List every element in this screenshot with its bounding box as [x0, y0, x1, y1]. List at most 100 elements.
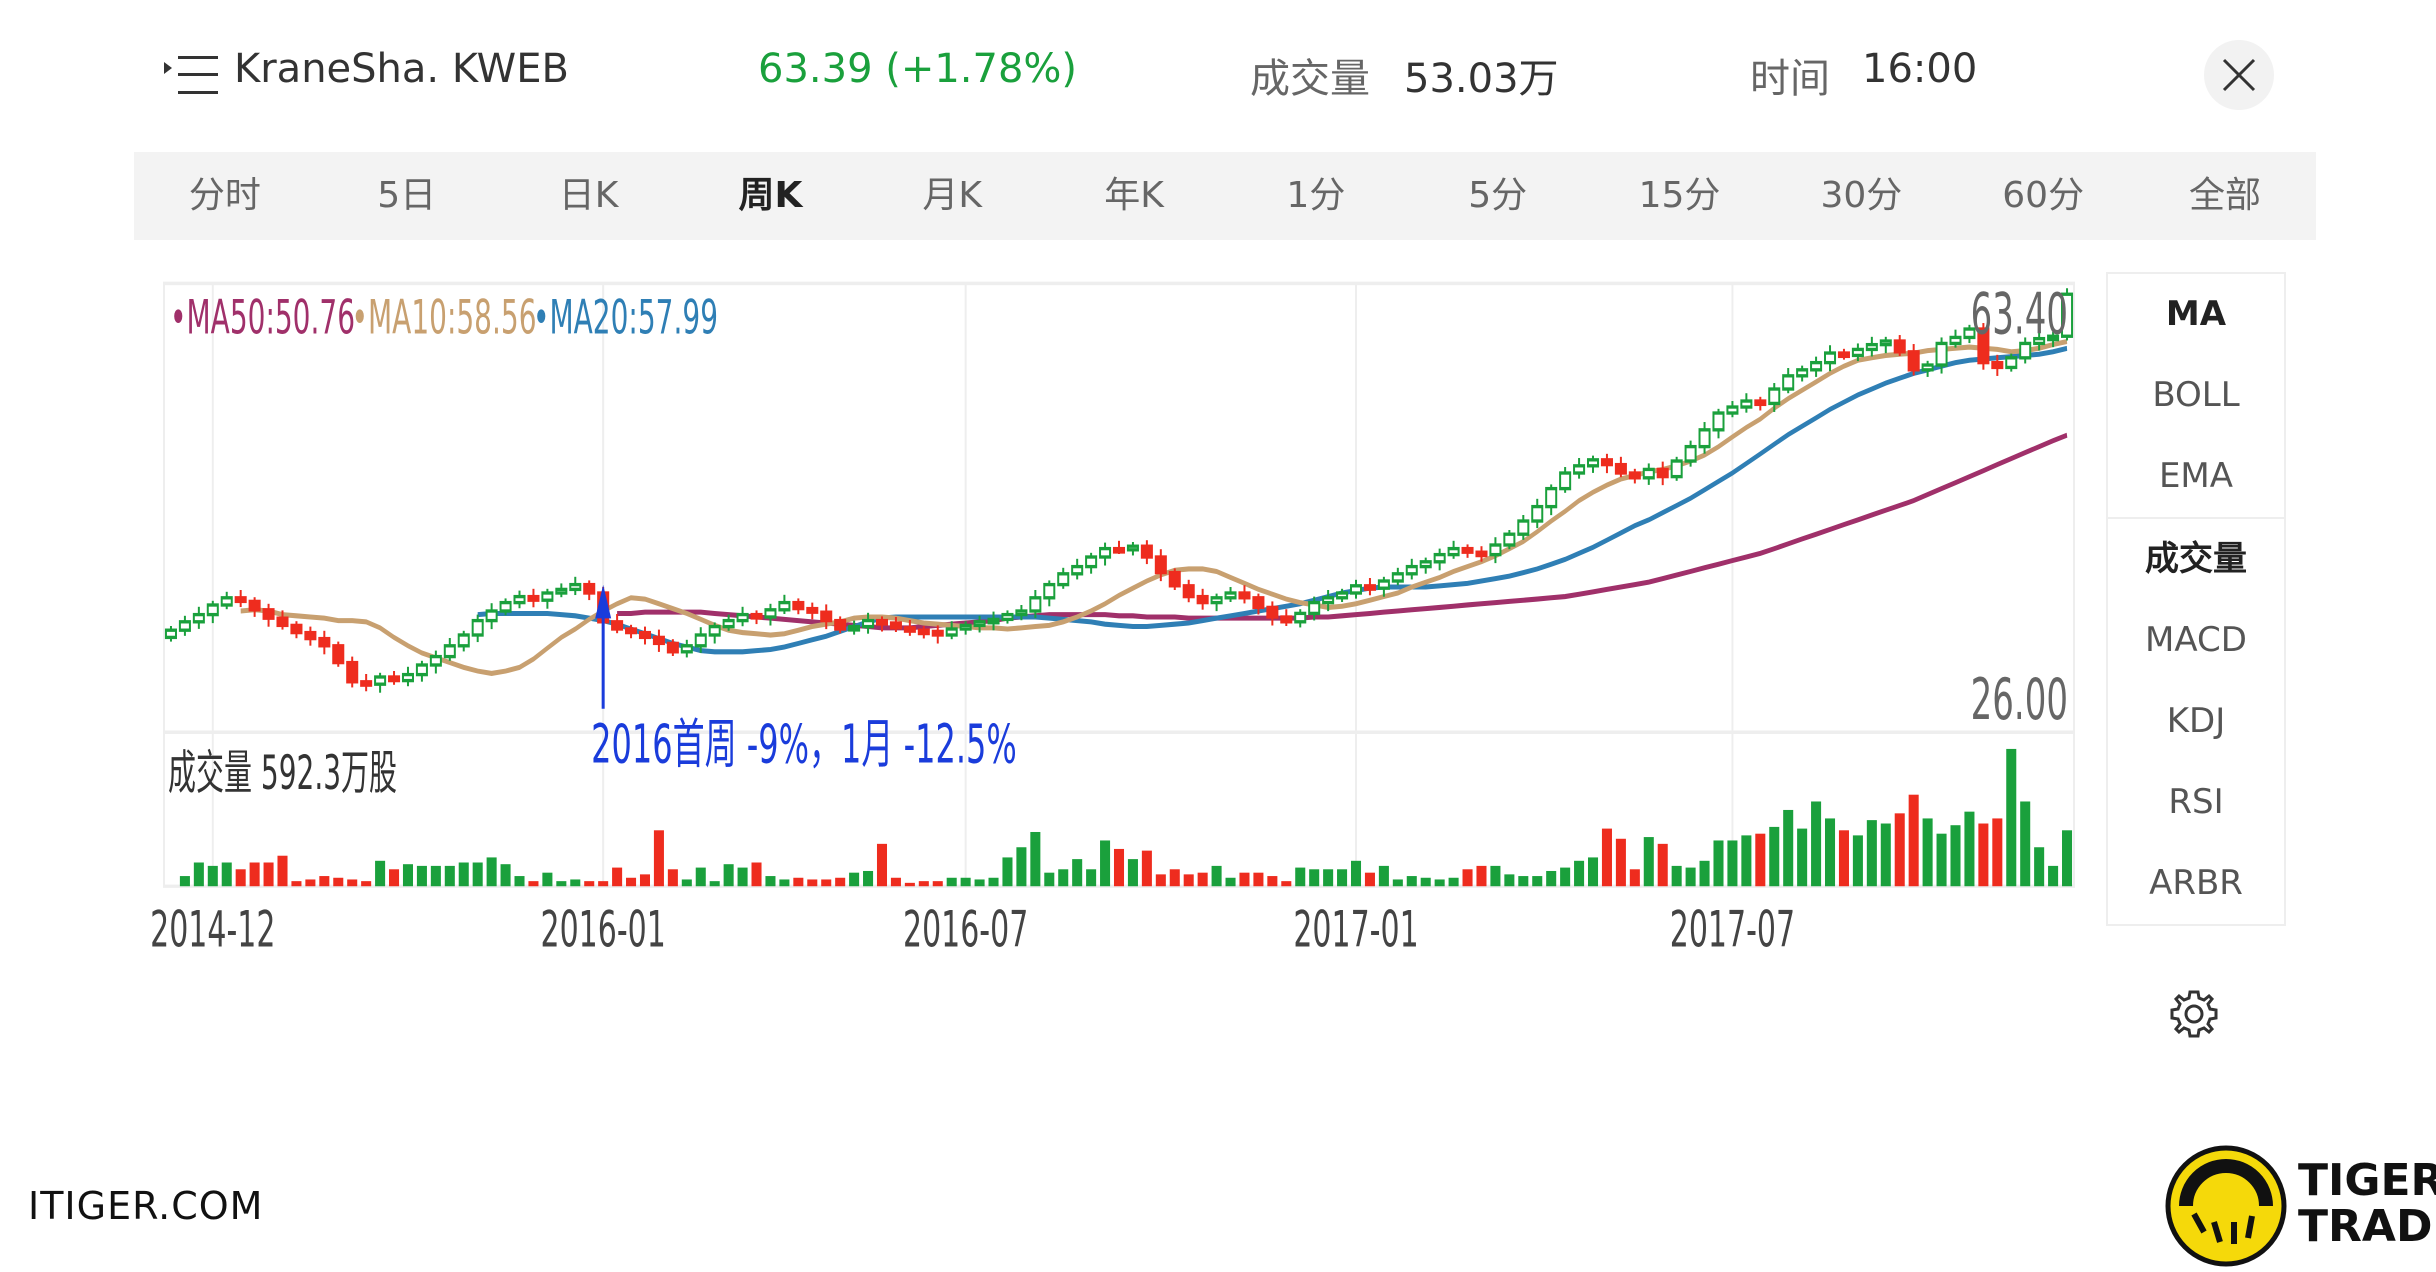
- tab-5day[interactable]: 5日: [377, 175, 437, 216]
- candle-body: [1837, 351, 1850, 359]
- candle: [234, 590, 247, 608]
- candle-body: [164, 628, 177, 640]
- volume-bar: [1392, 879, 1403, 887]
- candle: [1810, 356, 1823, 377]
- tab-intraday[interactable]: 分时: [188, 175, 261, 216]
- candle-body: [192, 612, 205, 624]
- x-tick-label: 2017-01: [1293, 900, 1418, 958]
- indicator-arbr[interactable]: ARBR: [2149, 863, 2243, 903]
- candlestick-chart[interactable]: 63.40 26.00 •MA50:50.76•MA10:58.56•MA20:57…: [0, 260, 2100, 980]
- indicator-boll[interactable]: BOLL: [2152, 375, 2240, 415]
- volume-bar: [235, 869, 246, 887]
- indicator-ma[interactable]: MA: [2165, 294, 2227, 334]
- volume-bar: [681, 879, 692, 887]
- candle: [1684, 440, 1697, 467]
- candle-body: [931, 629, 944, 637]
- volume-bar: [347, 879, 358, 887]
- volume-bar: [918, 881, 929, 887]
- tab-1min[interactable]: 1分: [1286, 175, 1346, 216]
- indicator-kdj[interactable]: KDJ: [2166, 701, 2226, 741]
- volume-bar: [1727, 840, 1738, 887]
- candle-body: [1266, 605, 1279, 619]
- tab-yearly[interactable]: 年K: [1104, 175, 1164, 216]
- volume-bar: [1769, 826, 1780, 887]
- volume-bar: [1113, 848, 1125, 887]
- candle: [1656, 461, 1669, 486]
- indicator-rsi[interactable]: RSI: [2168, 782, 2224, 822]
- candle: [1754, 396, 1767, 411]
- candle: [583, 580, 596, 601]
- volume-bar: [1002, 857, 1013, 887]
- volume-bar: [612, 867, 623, 887]
- candle: [1266, 601, 1279, 626]
- volume-bar: [375, 860, 386, 887]
- candle-body: [764, 608, 777, 619]
- volume-bar: [1615, 838, 1626, 887]
- tab-5min[interactable]: 5分: [1468, 175, 1528, 216]
- menu-icon[interactable]: [162, 50, 218, 100]
- volume-bar: [1211, 865, 1222, 887]
- tab-15min[interactable]: 15分: [1638, 175, 1721, 216]
- tab-weekly[interactable]: 周K: [738, 175, 803, 216]
- candle: [1015, 605, 1028, 621]
- candle-body: [1489, 543, 1502, 557]
- indicator-macd[interactable]: MACD: [2145, 620, 2247, 660]
- volume-bar: [751, 862, 762, 887]
- candle: [1029, 590, 1042, 619]
- candle: [220, 591, 233, 610]
- indicator-ema[interactable]: EMA: [2158, 456, 2234, 496]
- volume-bar: [1378, 865, 1389, 887]
- candle: [1196, 588, 1209, 610]
- stock-title[interactable]: KraneSha. KWEB: [234, 46, 569, 92]
- gear-icon[interactable]: [2166, 986, 2222, 1042]
- candle: [1154, 549, 1167, 582]
- volume-bar: [835, 877, 846, 887]
- candle-body: [1308, 600, 1321, 616]
- tab-all[interactable]: 全部: [2189, 175, 2262, 216]
- volume-bar: [1992, 818, 2003, 887]
- volume-bar: [974, 879, 985, 887]
- candle: [1837, 348, 1850, 360]
- indicator-volume[interactable]: 成交量: [2145, 539, 2247, 579]
- volume-bar: [849, 872, 860, 887]
- candle-body: [1043, 582, 1056, 600]
- volume-bar: [333, 877, 344, 887]
- candle-body: [889, 621, 902, 630]
- tab-monthly[interactable]: 月K: [922, 175, 983, 216]
- tiger-logo-icon: [2165, 1145, 2287, 1267]
- tab-daily[interactable]: 日K: [558, 175, 619, 216]
- volume-bar: [291, 881, 302, 887]
- tab-30min[interactable]: 30分: [1820, 175, 1903, 216]
- candle: [1099, 542, 1112, 566]
- candle-body: [1949, 335, 1962, 346]
- candle: [1545, 484, 1558, 516]
- tab-60min[interactable]: 60分: [2002, 175, 2085, 216]
- candle: [401, 666, 414, 687]
- candle-body: [457, 633, 470, 648]
- candle-body: [541, 591, 554, 602]
- volume-bar: [1364, 872, 1375, 887]
- candle-body: [1614, 462, 1627, 475]
- candle-body: [346, 660, 359, 684]
- candle: [1433, 548, 1446, 571]
- candles: [164, 288, 2074, 693]
- volume-bar: [193, 862, 204, 887]
- candle-body: [722, 618, 735, 629]
- candle: [1907, 344, 1920, 376]
- candle-body: [262, 608, 275, 620]
- volume-bar: [1476, 865, 1487, 887]
- candle: [722, 614, 735, 631]
- volume-bar: [514, 876, 525, 887]
- candle: [611, 614, 624, 634]
- candle-body: [1071, 564, 1084, 576]
- volume-bar: [1894, 813, 1905, 887]
- candle-body: [569, 582, 582, 592]
- candle-body: [680, 644, 693, 654]
- volume-bar: [1030, 831, 1041, 887]
- volume-bar: [890, 877, 901, 887]
- volume-bar: [723, 864, 734, 887]
- volume-bar: [1350, 860, 1362, 887]
- close-button[interactable]: [2204, 40, 2274, 110]
- volume-bar: [1169, 869, 1180, 887]
- candle: [708, 622, 721, 644]
